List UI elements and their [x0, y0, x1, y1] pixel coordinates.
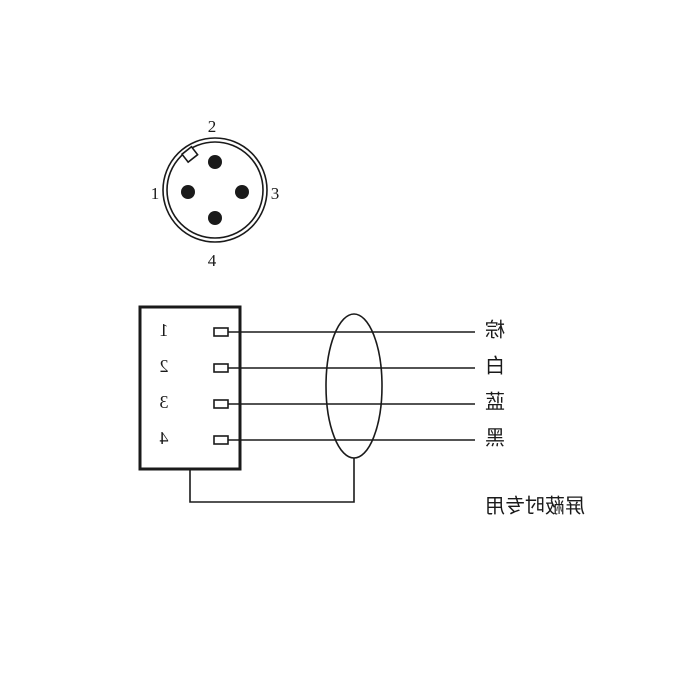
shield-label: 屏蔽时专用 — [485, 495, 585, 518]
wire-color-label: 黑 — [485, 428, 505, 450]
connector-pin-label: 1 — [151, 184, 160, 203]
wire-pin-label: 4 — [160, 428, 169, 448]
wire-pin-label: 3 — [160, 392, 169, 412]
diagram-root: 1 2 3 4 棕 1 白 2 蓝 3 黑 4 屏蔽时专用 — [140, 117, 585, 518]
connector-pin-label: 3 — [271, 184, 280, 203]
wire-color-label: 蓝 — [485, 391, 505, 414]
connector-pin-label: 4 — [208, 251, 217, 270]
wire-color-label: 白 — [485, 355, 505, 378]
wire-pin-label: 1 — [160, 320, 169, 340]
wire-pin-label: 2 — [160, 356, 169, 376]
wire-color-label: 棕 — [485, 319, 505, 342]
connector-pin-label: 2 — [208, 117, 217, 136]
